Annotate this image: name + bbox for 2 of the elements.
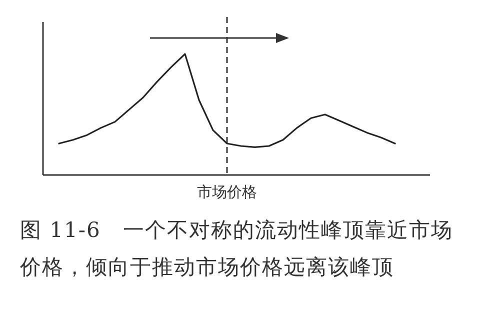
x-axis-title: 市场价格 [197,183,257,201]
caption: 图 11-6 一个不对称的流动性峰顶靠近市场价格，倾向于推动市场价格远离该峰顶 [20,217,454,281]
